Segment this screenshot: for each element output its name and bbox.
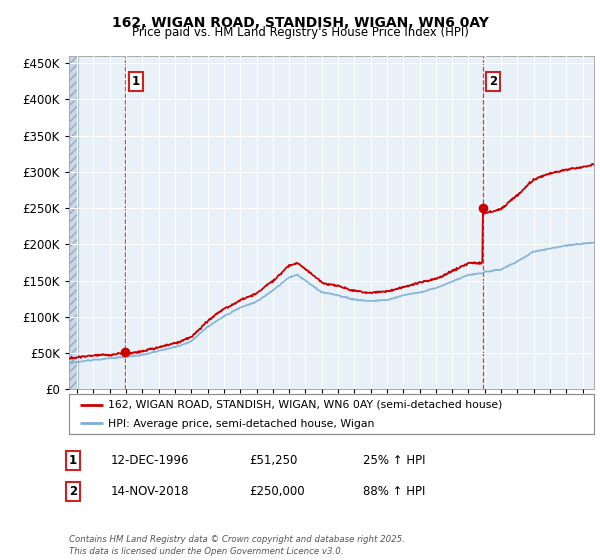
- Text: 2: 2: [489, 75, 497, 88]
- Text: 1: 1: [69, 454, 77, 467]
- Text: £51,250: £51,250: [249, 454, 298, 467]
- Text: 2: 2: [69, 485, 77, 498]
- Text: 14-NOV-2018: 14-NOV-2018: [111, 485, 190, 498]
- Text: Price paid vs. HM Land Registry's House Price Index (HPI): Price paid vs. HM Land Registry's House …: [131, 26, 469, 39]
- Text: 88% ↑ HPI: 88% ↑ HPI: [363, 485, 425, 498]
- Text: 25% ↑ HPI: 25% ↑ HPI: [363, 454, 425, 467]
- Text: HPI: Average price, semi-detached house, Wigan: HPI: Average price, semi-detached house,…: [109, 418, 375, 428]
- Text: Contains HM Land Registry data © Crown copyright and database right 2025.
This d: Contains HM Land Registry data © Crown c…: [69, 535, 405, 556]
- Text: 12-DEC-1996: 12-DEC-1996: [111, 454, 190, 467]
- Bar: [69, 56, 78, 389]
- Bar: [69, 56, 78, 389]
- Text: 162, WIGAN ROAD, STANDISH, WIGAN, WN6 0AY: 162, WIGAN ROAD, STANDISH, WIGAN, WN6 0A…: [112, 16, 488, 30]
- Text: 162, WIGAN ROAD, STANDISH, WIGAN, WN6 0AY (semi-detached house): 162, WIGAN ROAD, STANDISH, WIGAN, WN6 0A…: [109, 400, 503, 410]
- Text: 1: 1: [132, 75, 140, 88]
- Text: £250,000: £250,000: [249, 485, 305, 498]
